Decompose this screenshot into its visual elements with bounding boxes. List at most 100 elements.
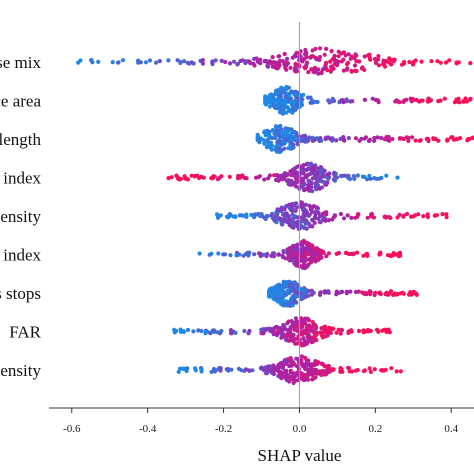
shap-point xyxy=(284,337,289,342)
shap-point xyxy=(342,173,347,178)
shap-point xyxy=(318,291,323,296)
shap-point xyxy=(268,144,273,149)
feature-row xyxy=(267,279,419,308)
shap-point xyxy=(353,215,358,220)
shap-point xyxy=(273,90,278,95)
shap-point xyxy=(252,212,257,217)
shap-point xyxy=(259,331,264,336)
shap-point xyxy=(323,218,328,223)
shap-point xyxy=(340,98,345,103)
shap-point xyxy=(277,293,283,298)
shap-point xyxy=(307,166,312,171)
shap-point xyxy=(300,178,306,184)
shap-point xyxy=(295,177,300,182)
feature-row xyxy=(263,84,473,116)
shap-point xyxy=(297,134,303,139)
shap-point xyxy=(289,220,294,225)
shap-point xyxy=(289,130,295,136)
shap-point xyxy=(376,63,381,68)
shap-point xyxy=(338,173,344,179)
shap-point xyxy=(166,58,171,63)
shap-point xyxy=(372,56,378,62)
shap-point xyxy=(275,128,280,133)
shap-point xyxy=(269,294,274,299)
shap-point xyxy=(324,181,329,186)
shap-point xyxy=(305,161,310,166)
shap-point xyxy=(346,330,351,336)
shap-point xyxy=(401,291,406,296)
shap-point xyxy=(320,325,325,330)
shap-point xyxy=(262,141,267,146)
shap-point xyxy=(276,174,282,179)
shap-point xyxy=(438,60,443,65)
shap-point xyxy=(293,341,298,346)
shap-point xyxy=(287,94,292,99)
shap-point xyxy=(348,289,353,294)
shap-point xyxy=(296,357,301,362)
shap-point xyxy=(249,212,254,217)
shap-point xyxy=(315,211,320,216)
shap-point xyxy=(292,201,297,206)
shap-point xyxy=(334,138,339,143)
shap-point xyxy=(286,302,291,307)
shap-point xyxy=(157,59,162,64)
shap-point xyxy=(319,250,324,255)
shap-point xyxy=(324,210,329,215)
shap-point xyxy=(252,63,257,68)
shap-point xyxy=(182,59,187,64)
shap-point xyxy=(409,135,415,140)
shap-point xyxy=(291,258,296,263)
shap-point xyxy=(239,174,244,179)
shap-point xyxy=(284,178,289,183)
shap-point xyxy=(340,289,345,294)
shap-point xyxy=(435,59,440,64)
shap-point xyxy=(320,335,325,340)
shap-point xyxy=(196,175,202,181)
shap-point xyxy=(191,61,196,66)
shap-point xyxy=(309,325,314,330)
shap-point xyxy=(393,252,398,257)
shap-point xyxy=(352,63,358,68)
shap-point xyxy=(367,54,372,59)
shap-point xyxy=(376,329,381,334)
shap-point xyxy=(436,99,441,104)
shap-point xyxy=(268,326,273,332)
dots-layer xyxy=(76,46,474,386)
shap-point xyxy=(174,173,179,178)
shap-point xyxy=(339,328,345,333)
shap-point xyxy=(223,59,228,65)
shap-point xyxy=(332,58,337,63)
shap-point xyxy=(256,175,261,180)
shap-point xyxy=(390,136,395,142)
shap-point xyxy=(367,173,372,178)
shap-point xyxy=(180,366,186,371)
shap-point xyxy=(283,65,288,70)
shap-point xyxy=(242,176,248,181)
shap-point xyxy=(209,176,214,181)
shap-point xyxy=(292,166,297,171)
shap-point xyxy=(312,220,317,225)
shap-point xyxy=(219,58,224,63)
feature-label: index xyxy=(3,169,41,188)
shap-point xyxy=(292,290,298,295)
shap-point xyxy=(322,52,327,57)
shap-point xyxy=(315,183,320,188)
x-tick-label: -0.4 xyxy=(139,423,157,435)
shap-point xyxy=(229,367,234,372)
shap-point xyxy=(282,375,288,380)
shap-point xyxy=(293,299,298,304)
shap-point xyxy=(395,99,400,104)
shap-point xyxy=(336,54,341,59)
shap-point xyxy=(381,368,387,373)
shap-point xyxy=(279,90,284,95)
shap-point xyxy=(384,173,389,178)
shap-point xyxy=(281,322,286,328)
shap-point xyxy=(293,67,298,72)
shap-point xyxy=(310,254,315,259)
shap-point xyxy=(284,86,290,91)
shap-point xyxy=(267,104,272,109)
shap-point xyxy=(244,212,249,217)
shap-point xyxy=(269,253,274,258)
shap-point xyxy=(288,65,293,70)
shap-point xyxy=(375,135,380,140)
